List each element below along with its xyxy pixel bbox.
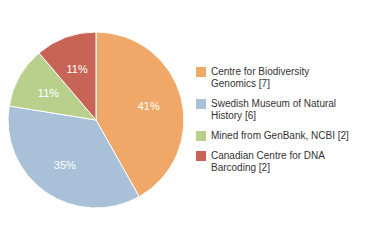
legend-item: Canadian Centre for DNABarcoding [2] (196, 150, 325, 173)
chart: 41% 35% 11% 11% Centre for BiodiversityGenom… (0, 0, 380, 240)
legend-swatch (196, 131, 206, 141)
legend-swatch (196, 67, 206, 77)
legend-label: Centre for BiodiversityGenomics [7] (211, 66, 309, 89)
legend-item: Mined from GenBank, NCBI [2] (196, 130, 349, 141)
legend-label: Mined from GenBank, NCBI [2] (211, 130, 349, 141)
pie-slice (39, 32, 96, 120)
legend-label-line: Mined from GenBank, NCBI [2] (211, 130, 349, 141)
legend-swatch (196, 99, 206, 109)
legend-label-line: Centre for Biodiversity (211, 66, 309, 77)
legend-label-line: History [6] (211, 110, 256, 121)
legend-label: Swedish Museum of NaturalHistory [6] (211, 98, 336, 121)
pie-slice (8, 106, 139, 208)
data-label: 41% (138, 100, 160, 112)
legend-item: Centre for BiodiversityGenomics [7] (196, 66, 309, 89)
legend-swatch (196, 151, 206, 161)
legend-item: Swedish Museum of NaturalHistory [6] (196, 98, 336, 121)
slices (8, 32, 184, 208)
data-label: 11% (67, 63, 88, 75)
data-label: 11% (38, 87, 59, 99)
data-labels: 41% 35% 11% 11% (38, 63, 160, 171)
legend-label-line: Genomics [7] (211, 78, 270, 89)
legend: Centre for BiodiversityGenomics [7] Swedi… (196, 66, 349, 173)
data-label: 35% (54, 159, 76, 171)
legend-label-line: Barcoding [2] (211, 162, 270, 173)
legend-label-line: Swedish Museum of Natural (211, 98, 336, 109)
legend-label-line: Canadian Centre for DNA (211, 150, 325, 161)
legend-label: Canadian Centre for DNABarcoding [2] (211, 150, 325, 173)
